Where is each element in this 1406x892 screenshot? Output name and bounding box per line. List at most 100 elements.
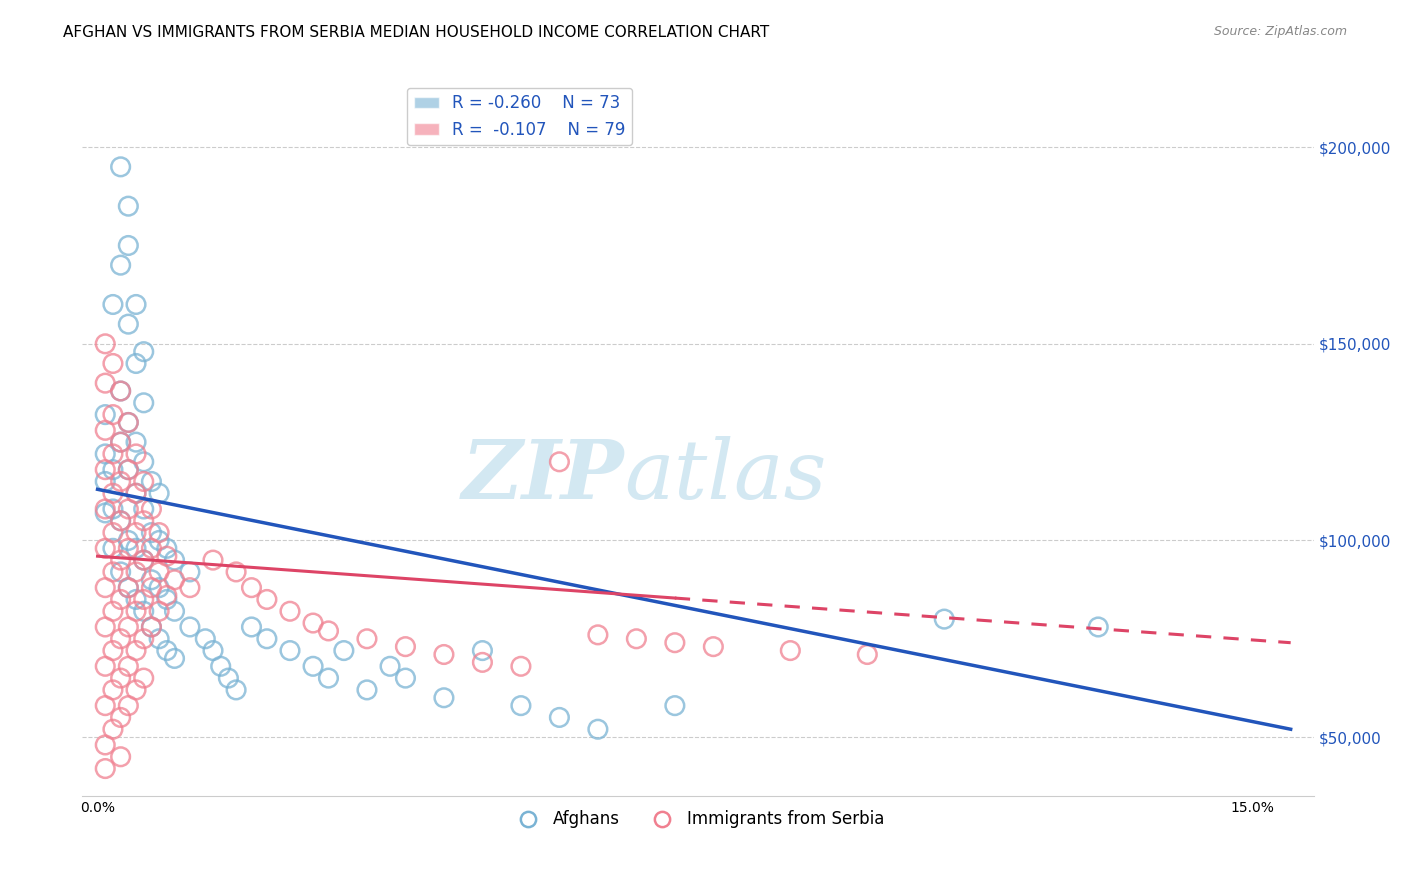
Point [209, 659, 232, 673]
Point [125, 643, 148, 657]
Point [117, 317, 139, 331]
Point [110, 671, 132, 685]
Point [141, 502, 163, 516]
Point [626, 632, 648, 646]
Point [125, 447, 148, 461]
Point [302, 615, 325, 630]
Point [117, 541, 139, 556]
Point [117, 199, 139, 213]
Point [132, 455, 155, 469]
Point [110, 514, 132, 528]
Point [94, 423, 117, 437]
Point [132, 553, 155, 567]
Point [856, 648, 879, 662]
Point [94, 581, 117, 595]
Point [141, 620, 163, 634]
Point [117, 620, 139, 634]
Point [94, 620, 117, 634]
Point [156, 643, 179, 657]
Point [101, 297, 124, 311]
Point [101, 643, 124, 657]
Point [94, 336, 117, 351]
Point [256, 632, 278, 646]
Point [318, 671, 340, 685]
Point [394, 671, 416, 685]
Point [548, 710, 571, 724]
Point [94, 475, 117, 489]
Point [110, 435, 132, 450]
Point [141, 573, 163, 587]
Point [156, 541, 179, 556]
Point [94, 698, 117, 713]
Point [471, 656, 494, 670]
Point [471, 643, 494, 657]
Point [132, 592, 155, 607]
Point [117, 463, 139, 477]
Point [934, 612, 956, 626]
Point [117, 416, 139, 430]
Point [117, 238, 139, 252]
Point [356, 632, 378, 646]
Point [117, 698, 139, 713]
Point [117, 502, 139, 516]
Point [94, 541, 117, 556]
Point [132, 514, 155, 528]
Point [664, 698, 686, 713]
Point [201, 553, 224, 567]
Point [132, 604, 155, 618]
Point [378, 659, 401, 673]
Point [110, 160, 132, 174]
Point [156, 592, 179, 607]
Point [433, 648, 456, 662]
Point [132, 553, 155, 567]
Point [702, 640, 724, 654]
Point [125, 297, 148, 311]
Point [509, 659, 531, 673]
Point [394, 640, 416, 654]
Point [302, 659, 325, 673]
Point [586, 628, 609, 642]
Point [94, 659, 117, 673]
Point [117, 463, 139, 477]
Point [101, 604, 124, 618]
Point [101, 502, 124, 516]
Point [132, 475, 155, 489]
Point [101, 525, 124, 540]
Point [125, 541, 148, 556]
Point [94, 376, 117, 391]
Point [141, 525, 163, 540]
Point [333, 643, 356, 657]
Point [163, 553, 186, 567]
Point [117, 659, 139, 673]
Point [117, 533, 139, 548]
Point [101, 447, 124, 461]
Point [132, 344, 155, 359]
Point [110, 384, 132, 398]
Point [125, 486, 148, 500]
Point [94, 408, 117, 422]
Point [94, 502, 117, 516]
Point [94, 463, 117, 477]
Point [94, 506, 117, 520]
Point [101, 486, 124, 500]
Point [110, 553, 132, 567]
Text: Source: ZipAtlas.com: Source: ZipAtlas.com [1213, 25, 1347, 38]
Point [148, 604, 170, 618]
Point [256, 592, 278, 607]
Point [110, 514, 132, 528]
Point [278, 643, 301, 657]
Point [94, 738, 117, 752]
Point [240, 581, 263, 595]
Point [125, 356, 148, 370]
Point [163, 604, 186, 618]
Point [201, 643, 224, 657]
Point [101, 408, 124, 422]
Point [125, 435, 148, 450]
Point [125, 525, 148, 540]
Point [141, 581, 163, 595]
Point [179, 581, 201, 595]
Point [179, 565, 201, 579]
Point [125, 682, 148, 697]
Point [117, 581, 139, 595]
Point [225, 682, 247, 697]
